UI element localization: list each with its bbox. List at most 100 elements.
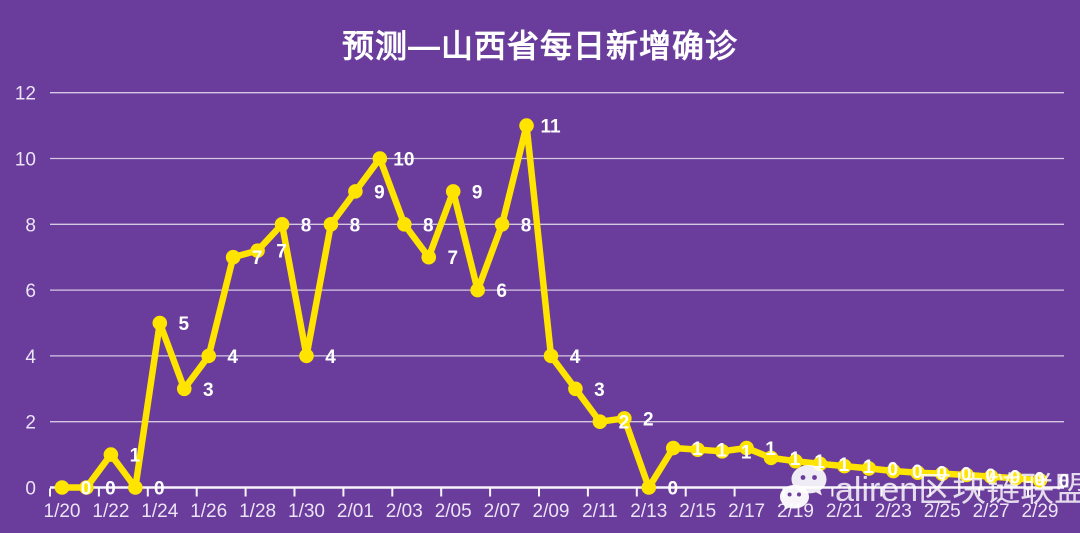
data-label: 9 — [374, 182, 385, 203]
data-point — [152, 315, 168, 331]
data-label: 1 — [839, 455, 850, 476]
data-label: 0 — [1010, 468, 1021, 489]
data-label: 8 — [521, 215, 532, 236]
data-label: 3 — [203, 380, 214, 401]
chart-title: 预测—山西省每日新增确诊 — [341, 28, 738, 64]
data-label: 0 — [961, 465, 972, 486]
data-point — [79, 480, 94, 495]
data-label: 1 — [741, 442, 752, 463]
data-point — [568, 381, 583, 397]
y-axis-label: 4 — [25, 347, 36, 368]
data-label: 3 — [594, 380, 605, 401]
x-axis-label: 1/24 — [141, 501, 178, 522]
data-point — [1032, 472, 1048, 488]
data-label: 0 — [1034, 469, 1045, 490]
data-point — [837, 458, 852, 474]
data-label: 10 — [393, 150, 414, 171]
data-label: 0 — [105, 479, 116, 500]
data-point — [861, 461, 877, 476]
data-point — [470, 282, 485, 298]
data-label: 0 — [888, 459, 899, 480]
data-point — [494, 217, 510, 232]
y-axis-label: 6 — [25, 281, 36, 302]
data-label: 8 — [350, 215, 361, 236]
data-label: 5 — [179, 314, 190, 335]
data-point — [739, 440, 754, 456]
data-point — [372, 151, 388, 166]
data-label: 11 — [541, 117, 562, 138]
data-label: 4 — [227, 347, 238, 368]
data-label: 7 — [447, 248, 458, 269]
data-point — [763, 450, 779, 466]
data-point — [54, 480, 70, 495]
data-label: 2 — [619, 413, 630, 434]
data-point — [225, 249, 241, 265]
x-axis-label: 2/17 — [728, 501, 765, 522]
data-label: 1 — [814, 452, 825, 473]
data-label: 0 — [154, 479, 165, 500]
y-axis-label: 2 — [25, 413, 36, 434]
x-axis-label: 2/05 — [435, 501, 472, 522]
x-axis-label: 2/21 — [826, 501, 863, 522]
data-point — [617, 411, 632, 426]
x-axis-label: 1/22 — [92, 501, 129, 522]
data-point — [323, 217, 339, 232]
data-point — [128, 480, 143, 495]
x-axis-label: 2/01 — [337, 501, 374, 522]
data-point — [714, 444, 730, 459]
data-label: 7 — [276, 242, 287, 263]
data-label: 0 — [1059, 471, 1070, 492]
x-axis-label: 2/11 — [582, 501, 618, 522]
data-label: 8 — [423, 215, 434, 236]
data-point — [250, 243, 265, 258]
data-label: 0 — [668, 479, 679, 500]
x-axis-label: 2/27 — [973, 501, 1010, 522]
data-label: 7 — [252, 248, 263, 269]
data-point — [519, 118, 534, 133]
data-label: 4 — [570, 347, 581, 368]
x-axis-label: 2/29 — [1022, 501, 1059, 522]
data-label: 1 — [130, 446, 141, 467]
data-label: 0 — [81, 479, 92, 500]
data-label: 1 — [692, 439, 703, 460]
data-point — [176, 381, 192, 397]
data-label: 1 — [765, 439, 776, 460]
data-point — [103, 447, 119, 462]
y-axis-label: 8 — [25, 215, 36, 236]
data-point — [299, 348, 314, 364]
data-point — [934, 466, 950, 481]
data-point — [445, 184, 461, 199]
x-axis-label: 2/09 — [533, 501, 570, 522]
data-label: 0 — [936, 464, 947, 485]
data-label: 1 — [863, 457, 874, 478]
x-axis-label: 2/23 — [875, 501, 912, 522]
data-label: 1 — [716, 441, 727, 462]
data-label: 9 — [472, 182, 483, 203]
data-label: 0 — [985, 466, 996, 487]
data-point — [886, 463, 901, 479]
data-point — [421, 249, 437, 265]
data-point — [543, 348, 559, 364]
x-axis-label: 2/13 — [630, 501, 667, 522]
data-point — [690, 442, 705, 457]
y-axis-label: 10 — [15, 150, 36, 171]
y-axis-label: 12 — [15, 84, 36, 105]
watermark: aliren区块链联盟 — [776, 459, 1080, 513]
x-axis-label: 2/25 — [924, 501, 961, 522]
x-axis-label: 1/26 — [190, 501, 227, 522]
x-axis-label: 1/30 — [288, 501, 325, 522]
data-label: 1 — [790, 449, 801, 470]
data-label: 0 — [912, 462, 923, 483]
data-point — [788, 453, 803, 469]
x-axis-label: 1/28 — [239, 501, 276, 522]
x-axis-label: 2/15 — [679, 501, 716, 522]
y-axis-label: 0 — [25, 479, 36, 500]
x-axis-label: 2/07 — [484, 501, 521, 522]
watermark-text: aliren区块链联盟 — [835, 470, 1080, 509]
data-point — [397, 217, 412, 232]
x-axis-label: 1/20 — [44, 501, 81, 522]
data-point — [983, 469, 999, 484]
data-label: 4 — [325, 347, 336, 368]
